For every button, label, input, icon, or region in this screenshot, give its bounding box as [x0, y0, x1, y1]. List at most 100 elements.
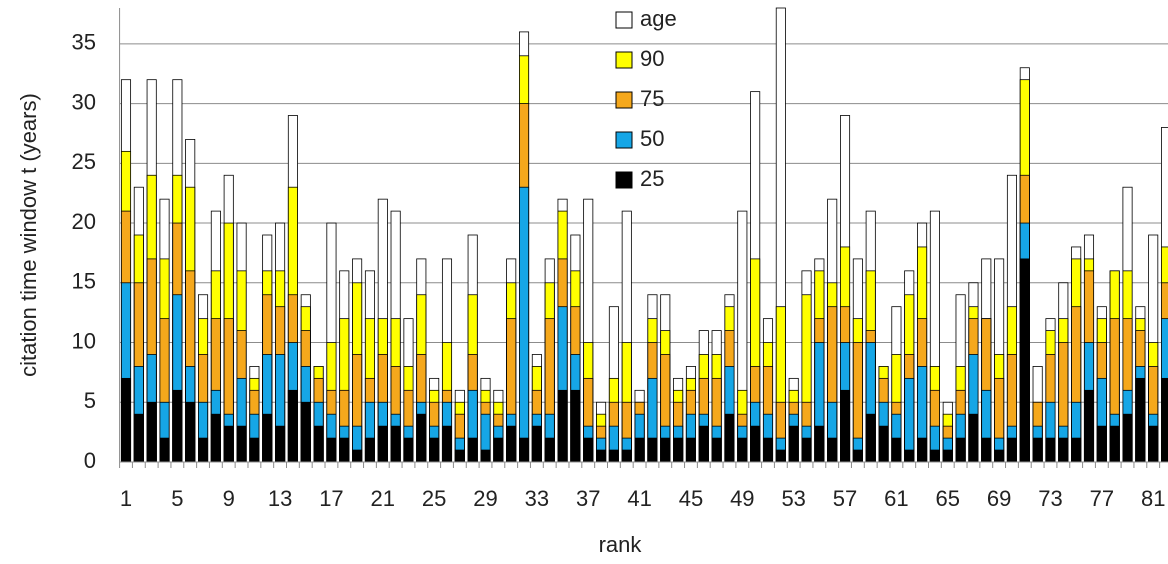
- x-tick-label: 65: [936, 486, 960, 511]
- y-tick-label: 10: [72, 328, 96, 353]
- bar: [146, 401, 157, 463]
- bar: [762, 437, 774, 463]
- bar: [377, 425, 388, 463]
- bar: [647, 437, 658, 463]
- bar: [467, 437, 478, 463]
- y-axis-title: citation time window t (years): [16, 93, 41, 377]
- legend-swatch: [615, 11, 633, 29]
- y-tick-label: 25: [72, 149, 96, 174]
- bar: [120, 377, 132, 463]
- y-tick-label: 20: [72, 209, 96, 234]
- bar: [275, 425, 286, 463]
- bar: [827, 437, 838, 463]
- bar: [326, 437, 337, 463]
- bar: [454, 449, 465, 463]
- bar: [172, 389, 183, 463]
- x-tick-label: 45: [679, 486, 703, 511]
- bar: [942, 449, 953, 463]
- bar: [891, 437, 902, 463]
- bar: [1096, 425, 1107, 463]
- bar: [724, 413, 735, 463]
- bar: [557, 389, 568, 463]
- bar: [904, 377, 915, 463]
- bar: [685, 437, 696, 463]
- bar: [1083, 389, 1095, 463]
- x-tick-label: 1: [120, 486, 132, 511]
- x-tick-label: 21: [371, 486, 395, 511]
- x-tick-label: 53: [781, 486, 805, 511]
- bar: [904, 449, 915, 463]
- x-tick-label: 33: [525, 486, 549, 511]
- bar: [313, 425, 324, 463]
- bar: [852, 449, 863, 463]
- bar: [390, 425, 401, 463]
- x-tick-label: 17: [319, 486, 343, 511]
- bar: [429, 437, 440, 463]
- bar: [506, 425, 517, 463]
- x-tick-label: 13: [268, 486, 292, 511]
- bar: [775, 449, 786, 463]
- legend-label: 90: [640, 46, 664, 71]
- legend-swatch: [615, 51, 633, 69]
- legend-swatch: [615, 131, 633, 149]
- bar: [519, 186, 530, 463]
- bar: [352, 449, 363, 463]
- bar: [1071, 437, 1082, 463]
- bar: [249, 437, 260, 463]
- bar: [621, 449, 632, 463]
- bar: [840, 389, 851, 463]
- y-tick-label: 5: [84, 388, 96, 413]
- bar: [1045, 437, 1056, 463]
- bar: [198, 437, 209, 463]
- bar: [968, 413, 979, 463]
- bar: [210, 413, 221, 463]
- legend-label: age: [640, 6, 677, 31]
- bar: [878, 425, 889, 463]
- bar: [416, 413, 427, 463]
- bar: [1006, 437, 1017, 463]
- bar: [493, 437, 504, 463]
- x-tick-label: 41: [627, 486, 651, 511]
- bar: [159, 437, 170, 463]
- bar: [814, 425, 825, 463]
- bar: [711, 437, 722, 463]
- bar: [1109, 425, 1120, 463]
- bar: [300, 401, 311, 463]
- x-tick-label: 37: [576, 486, 600, 511]
- bar: [634, 437, 645, 463]
- bar: [480, 449, 491, 463]
- bar: [287, 389, 298, 463]
- bar: [865, 413, 876, 463]
- bar: [981, 437, 992, 463]
- x-tick-label: 9: [223, 486, 235, 511]
- x-tick-label: 77: [1090, 486, 1114, 511]
- x-tick-label: 73: [1038, 486, 1062, 511]
- bar: [750, 425, 761, 463]
- bar: [403, 437, 414, 463]
- bar: [570, 389, 581, 463]
- legend-swatch: [615, 171, 633, 189]
- bar: [737, 437, 748, 463]
- bar: [673, 437, 684, 463]
- bar: [1135, 377, 1146, 463]
- bar: [608, 449, 619, 463]
- x-tick-label: 81: [1141, 486, 1165, 511]
- bar: [955, 437, 966, 463]
- bar: [698, 425, 709, 463]
- bar: [1161, 377, 1168, 463]
- bar: [262, 413, 273, 463]
- x-tick-label: 61: [884, 486, 908, 511]
- legend-label: 75: [640, 86, 664, 111]
- x-tick-label: 29: [473, 486, 497, 511]
- bar: [185, 401, 196, 463]
- y-tick-label: 0: [84, 448, 96, 473]
- bar: [801, 437, 812, 463]
- bar: [583, 437, 594, 463]
- x-tick-label: 5: [171, 486, 183, 511]
- bar: [929, 449, 940, 463]
- bar: [236, 425, 247, 463]
- bar: [596, 449, 607, 463]
- bar: [1122, 413, 1133, 463]
- bar: [519, 437, 530, 463]
